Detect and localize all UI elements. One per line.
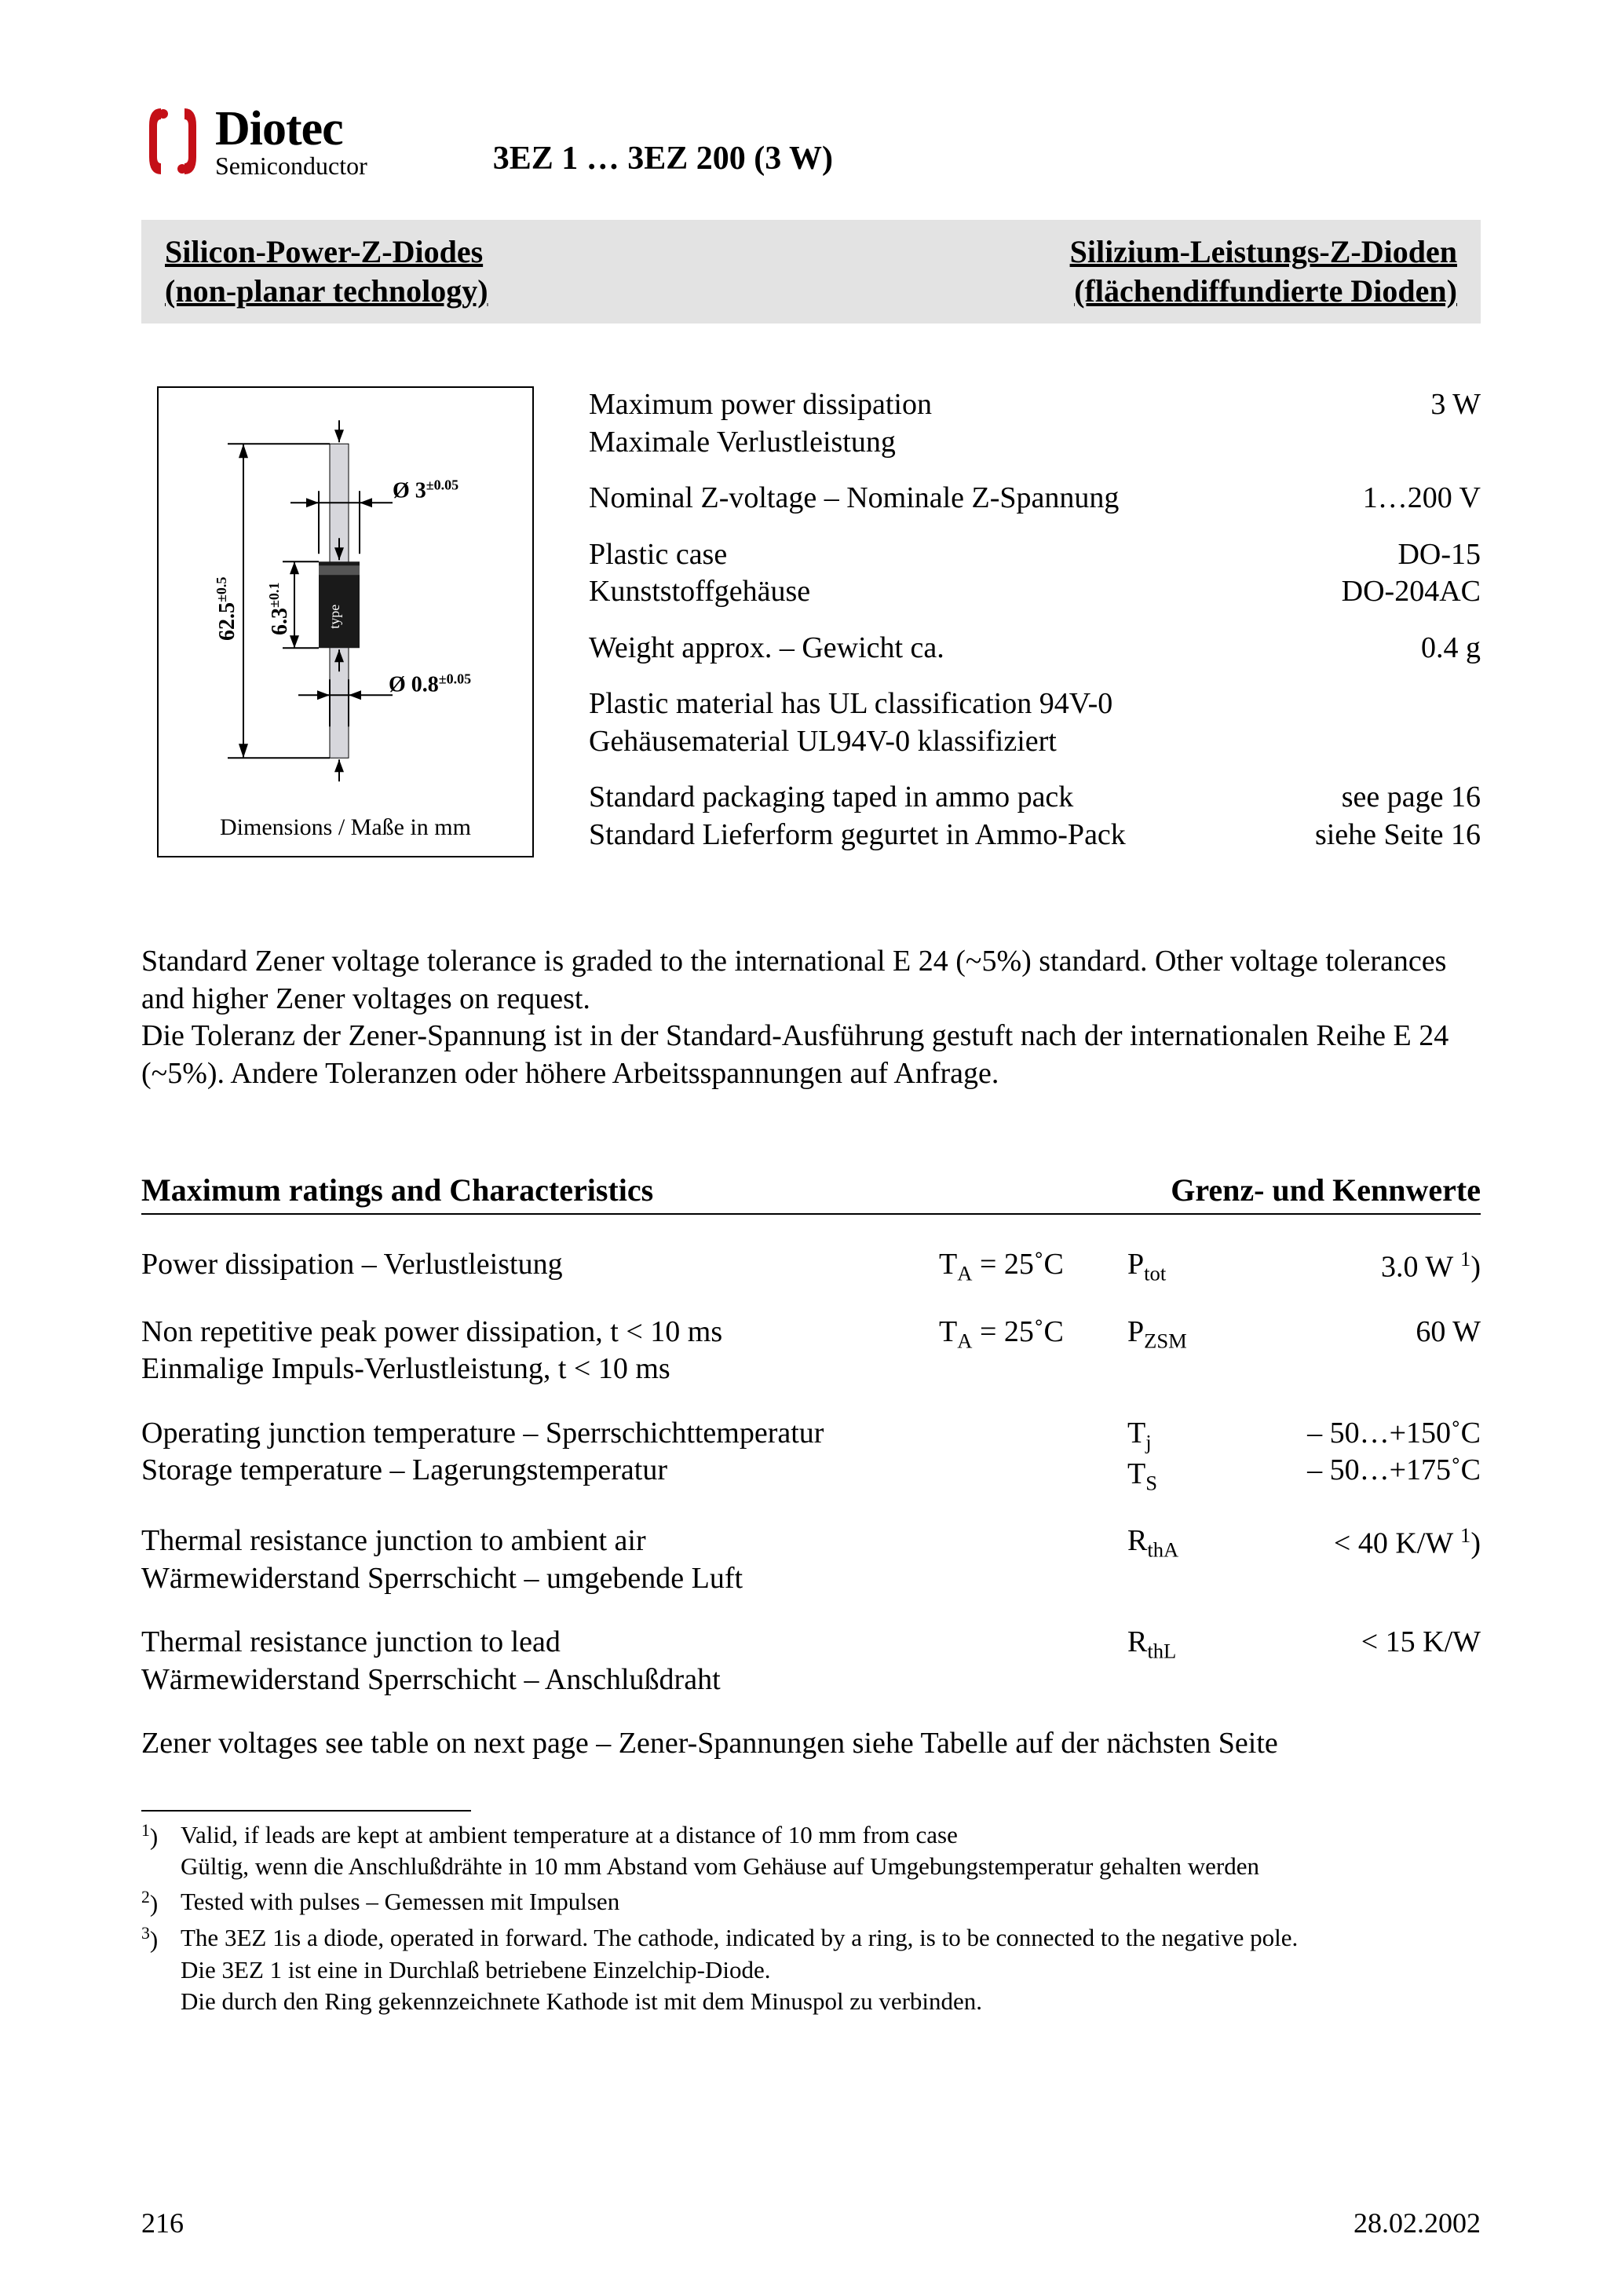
ratings-table: Power dissipation – VerlustleistungTA = …	[141, 1246, 1481, 1698]
spec-label-en: Weight approx. – Gewicht ca.	[589, 630, 944, 667]
footnote: 2)Tested with pulses – Gemessen mit Impu…	[141, 1886, 1481, 1920]
spec-label-en: Nominal Z-voltage – Nominale Z-Spannung	[589, 480, 1119, 517]
ratings-header: Maximum ratings and Characteristics Gren…	[141, 1171, 1481, 1215]
page-footer: 216 28.02.2002	[141, 2206, 1481, 2241]
ratings-row: Thermal resistance junction to ambient a…	[141, 1523, 1481, 1597]
spec-row: Maximum power dissipation Maximale Verlu…	[589, 386, 1481, 461]
page-number: 216	[141, 2206, 184, 2241]
title-right-de-2: (flächendiffundierte Dioden)	[1070, 272, 1457, 311]
spec-label-de: Gehäusematerial UL94V-0 klassifiziert	[589, 723, 1112, 761]
ratings-label: Power dissipation – Verlustleistung	[141, 1246, 939, 1284]
spec-value-2: DO-204AC	[1342, 573, 1481, 611]
title-left-en: Silicon-Power-Z-Diodes	[165, 232, 488, 272]
ratings-value: 60 W	[1261, 1314, 1481, 1351]
document-title: 3EZ 1 … 3EZ 200 (3 W)	[493, 138, 833, 180]
title-left-de: (non-planar technology)	[165, 272, 488, 311]
spec-label-en: Plastic material has UL classification 9…	[589, 686, 1112, 723]
ratings-value: 3.0 W 1)	[1261, 1246, 1481, 1286]
ratings-symbol: RthL	[1127, 1624, 1261, 1665]
package-drawing: type 62.5±0.5 6.3±0.1 Ø 3±0.05	[157, 386, 534, 857]
ratings-symbol: Ptot	[1127, 1246, 1261, 1287]
page-header: Diotec Semiconductor 3EZ 1 … 3EZ 200 (3 …	[141, 102, 1481, 181]
spec-value: 3 W	[1430, 386, 1481, 461]
spec-value: see page 16	[1315, 779, 1481, 817]
ratings-value: < 15 K/W	[1261, 1624, 1481, 1662]
ratings-symbol: RthA	[1127, 1523, 1261, 1563]
svg-text:Ø 0.8±0.05: Ø 0.8±0.05	[389, 671, 471, 696]
footnote-mark: 2)	[141, 1886, 181, 1920]
main-section: type 62.5±0.5 6.3±0.1 Ø 3±0.05	[141, 386, 1481, 872]
ratings-header-right: Grenz- und Kennwerte	[1171, 1171, 1481, 1210]
footnote-body: Tested with pulses – Gemessen mit Impuls…	[181, 1886, 1481, 1920]
footnote-body: The 3EZ 1is a diode, operated in forward…	[181, 1922, 1481, 2017]
spec-row: Nominal Z-voltage – Nominale Z-Spannung …	[589, 480, 1481, 517]
footnote-body: Valid, if leads are kept at ambient temp…	[181, 1819, 1481, 1883]
figure-caption: Dimensions / Maße in mm	[220, 813, 471, 843]
title-right-de-1: Silizium-Leistungs-Z-Dioden	[1070, 232, 1457, 272]
ratings-condition: TA = 25˚C	[939, 1314, 1127, 1355]
after-ratings-note: Zener voltages see table on next page – …	[141, 1725, 1481, 1763]
ratings-symbol: PZSM	[1127, 1314, 1261, 1355]
page-date: 28.02.2002	[1353, 2206, 1481, 2241]
footnotes: 1)Valid, if leads are kept at ambient te…	[141, 1819, 1481, 2017]
spec-row: Standard packaging taped in ammo pack St…	[589, 779, 1481, 854]
spec-label-de: Maximale Verlustleistung	[589, 424, 932, 462]
spec-row: Weight approx. – Gewicht ca. 0.4 g	[589, 630, 1481, 667]
footnote: 3)The 3EZ 1is a diode, operated in forwa…	[141, 1922, 1481, 2017]
ratings-row: Operating junction temperature – Sperrsc…	[141, 1415, 1481, 1497]
svg-text:type: type	[327, 605, 342, 629]
package-drawing-svg: type 62.5±0.5 6.3±0.1 Ø 3±0.05	[173, 411, 518, 806]
ratings-symbol: TjTS	[1127, 1415, 1261, 1497]
ratings-label: Operating junction temperature – Sperrsc…	[141, 1415, 939, 1490]
footnote-rule	[141, 1810, 471, 1812]
svg-text:6.3±0.1: 6.3±0.1	[266, 583, 292, 635]
brand-logo: Diotec Semiconductor	[141, 102, 367, 181]
diotec-logo-icon	[141, 102, 204, 181]
footnote-mark: 3)	[141, 1922, 181, 2017]
svg-text:62.5±0.5: 62.5±0.5	[214, 577, 239, 641]
spec-row: Plastic material has UL classification 9…	[589, 686, 1481, 760]
footnote-mark: 1)	[141, 1819, 181, 1883]
brand-subtitle: Semiconductor	[215, 153, 367, 178]
title-bar: Silicon-Power-Z-Diodes (non-planar techn…	[141, 220, 1481, 324]
ratings-condition: TA = 25˚C	[939, 1246, 1127, 1287]
footnote: 1)Valid, if leads are kept at ambient te…	[141, 1819, 1481, 1883]
ratings-label: Non repetitive peak power dissipation, t…	[141, 1314, 939, 1388]
tolerance-paragraph: Standard Zener voltage tolerance is grad…	[141, 943, 1481, 1092]
spec-value: 1…200 V	[1363, 480, 1481, 517]
spec-value: DO-15	[1342, 536, 1481, 574]
spec-value: 0.4 g	[1421, 630, 1481, 667]
ratings-label: Thermal resistance junction to ambient a…	[141, 1523, 939, 1597]
spec-value-2: siehe Seite 16	[1315, 817, 1481, 854]
spec-label-en: Plastic case	[589, 536, 810, 574]
ratings-row: Non repetitive peak power dissipation, t…	[141, 1314, 1481, 1388]
svg-text:Ø 3±0.05: Ø 3±0.05	[393, 477, 458, 503]
ratings-value: – 50…+150˚C– 50…+175˚C	[1261, 1415, 1481, 1490]
spec-label-en: Standard packaging taped in ammo pack	[589, 779, 1126, 817]
ratings-header-left: Maximum ratings and Characteristics	[141, 1171, 653, 1210]
spec-label-en: Maximum power dissipation	[589, 386, 932, 424]
ratings-value: < 40 K/W 1)	[1261, 1523, 1481, 1563]
spec-list: Maximum power dissipation Maximale Verlu…	[589, 386, 1481, 872]
spec-row: Plastic case Kunststoffgehäuse DO-15 DO-…	[589, 536, 1481, 611]
spec-label-de: Kunststoffgehäuse	[589, 573, 810, 611]
ratings-label: Thermal resistance junction to leadWärme…	[141, 1624, 939, 1698]
spec-label-de: Standard Lieferform gegurtet in Ammo-Pac…	[589, 817, 1126, 854]
ratings-row: Power dissipation – VerlustleistungTA = …	[141, 1246, 1481, 1287]
ratings-row: Thermal resistance junction to leadWärme…	[141, 1624, 1481, 1698]
brand-name: Diotec	[215, 104, 367, 153]
